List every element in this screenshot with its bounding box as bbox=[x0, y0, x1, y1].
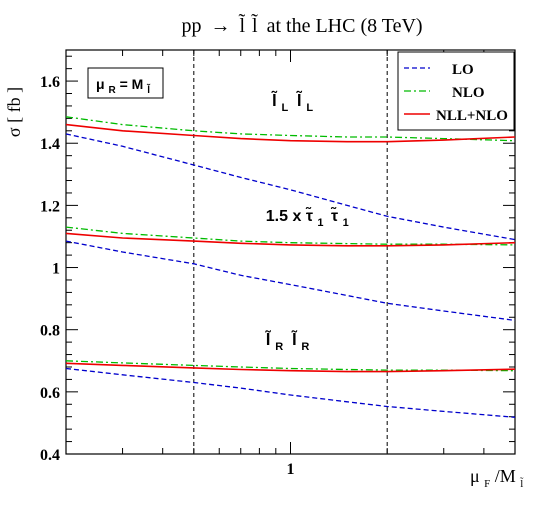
x-label-base: μ bbox=[470, 466, 480, 486]
legend-label-nlo: NLO bbox=[452, 85, 485, 101]
y-tick-label: 0.4 bbox=[40, 447, 60, 464]
y-tick-label: 0.8 bbox=[40, 323, 60, 340]
vertical-lines bbox=[193, 50, 388, 454]
x-label-sub2: l̃ bbox=[520, 476, 524, 490]
annotation-stau: 1.5 x τ̃ 1 τ̃ 1 bbox=[266, 205, 349, 230]
legend-label-lo: LO bbox=[452, 62, 474, 78]
axis-ticks: 0.4 0.6 0.8 1 1.2 1.4 1.6 1 bbox=[40, 50, 516, 478]
ann-RR-bs: R bbox=[301, 341, 309, 353]
y-tick-label: 1.4 bbox=[40, 136, 60, 153]
title-particle-2: l̃ bbox=[251, 12, 258, 37]
y-tick-label: 0.6 bbox=[40, 385, 60, 402]
ann-LL-as: L bbox=[281, 102, 288, 114]
ann-LL-bs: L bbox=[306, 102, 313, 114]
series-stau-nlo bbox=[66, 226, 515, 246]
series-stau-nllplusnlo bbox=[66, 232, 515, 247]
title-prefix: pp bbox=[181, 15, 201, 37]
series-RR-lo bbox=[66, 367, 515, 418]
series-lines bbox=[66, 116, 515, 418]
title-arrow: → bbox=[210, 15, 230, 37]
annotation-LL: l̃ L l̃ L bbox=[271, 90, 313, 115]
scale-box-mid: = M bbox=[120, 76, 144, 92]
series-LL-nlo bbox=[66, 116, 515, 142]
ann-RR-b: l̃ bbox=[291, 329, 298, 349]
series-LL-nllplusnlo bbox=[66, 123, 515, 143]
scale-box: μ R = M l̃ bbox=[87, 67, 164, 99]
scale-box-sub: R bbox=[108, 85, 116, 96]
ann-LL-a: l̃ bbox=[271, 90, 278, 110]
ann-stau-pre: 1.5 x bbox=[266, 208, 306, 225]
ann-RR-as: R bbox=[275, 341, 283, 353]
series-stau-lo bbox=[66, 240, 515, 322]
x-label-sub: F bbox=[484, 478, 490, 490]
scale-box-text: μ R = M l̃ bbox=[96, 76, 150, 96]
title-suffix: at the LHC (8 TeV) bbox=[267, 15, 423, 37]
title-particle-1: l̃ bbox=[239, 12, 246, 37]
series-RR-nlo bbox=[66, 360, 515, 372]
ann-stau-a: τ̃ bbox=[305, 205, 313, 225]
ann-stau-as: 1 bbox=[317, 217, 323, 229]
chart-title: pp → l̃ l̃ at the LHC (8 TeV) bbox=[181, 12, 422, 37]
legend: LO NLO NLL+NLO bbox=[397, 51, 515, 131]
legend-frame bbox=[397, 51, 515, 131]
x-axis-label: μ F /M l̃ bbox=[470, 466, 524, 491]
scale-box-base: μ bbox=[96, 76, 105, 92]
annotation-RR: l̃ R l̃ R bbox=[265, 329, 309, 354]
ann-stau-b: τ̃ bbox=[330, 205, 338, 225]
scale-box-frame bbox=[87, 67, 164, 99]
ann-RR-a: l̃ bbox=[265, 329, 272, 349]
x-tick-label: 1 bbox=[287, 461, 295, 478]
scale-box-sub2: l̃ bbox=[146, 83, 150, 96]
ann-stau-bs: 1 bbox=[343, 217, 349, 229]
y-tick-label: 1 bbox=[52, 261, 60, 278]
series-RR-nllplusnlo bbox=[66, 362, 515, 373]
legend-label-nllnlo: NLL+NLO bbox=[436, 108, 508, 124]
x-label-mid: /M bbox=[495, 466, 516, 486]
y-tick-label: 1.6 bbox=[40, 74, 60, 91]
ann-LL-b: l̃ bbox=[296, 90, 303, 110]
y-tick-label: 1.2 bbox=[40, 198, 60, 215]
y-axis-label: σ [ fb ] bbox=[4, 87, 24, 137]
series-LL-lo bbox=[66, 133, 515, 241]
